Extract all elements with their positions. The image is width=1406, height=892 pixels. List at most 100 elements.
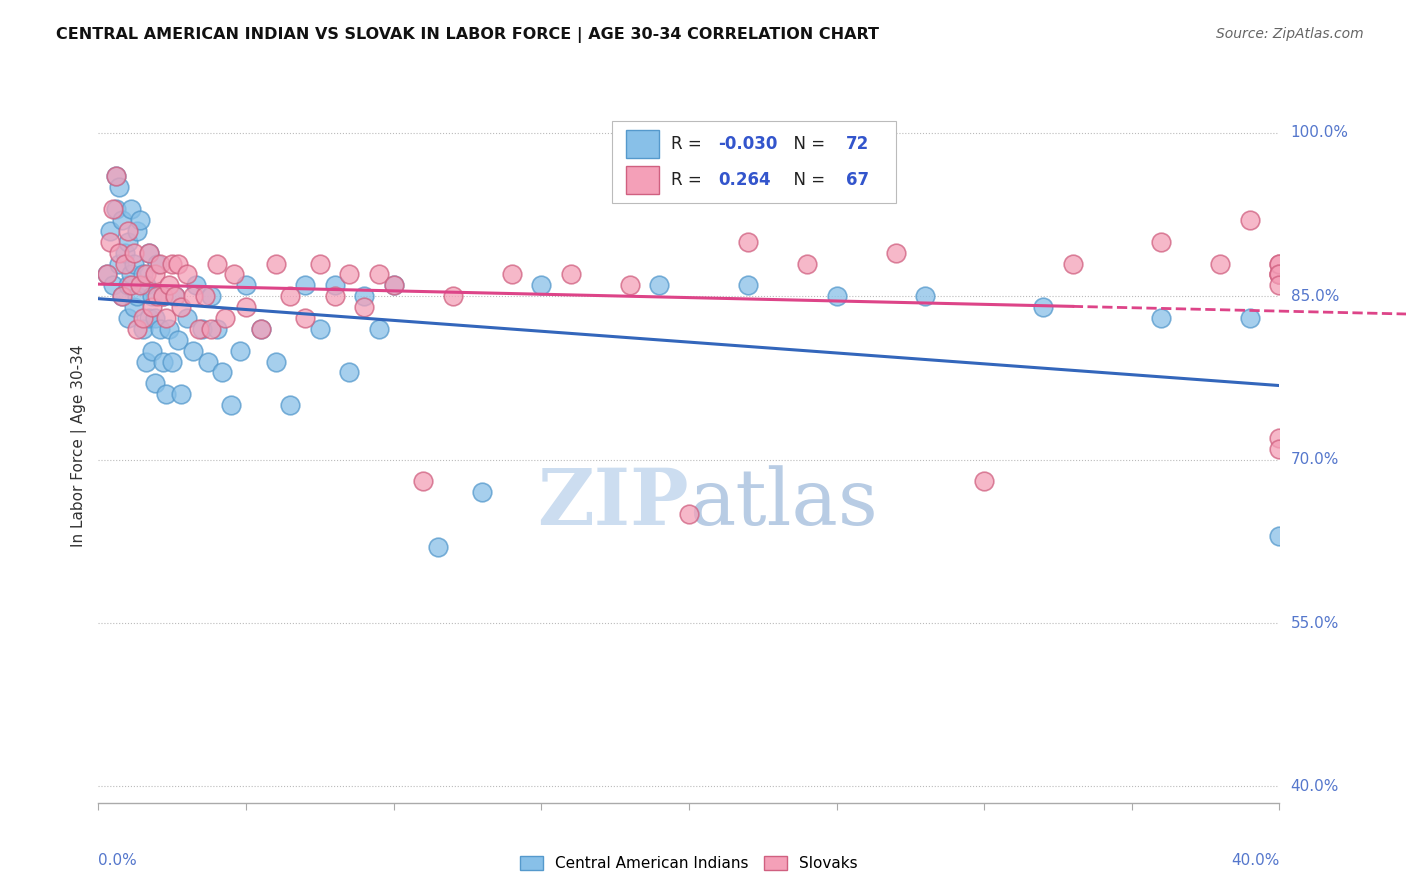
Point	[152, 354, 174, 368]
Point	[149, 256, 172, 270]
Text: N =: N =	[783, 136, 831, 153]
Point	[471, 485, 494, 500]
Point	[98, 235, 121, 249]
Point	[648, 278, 671, 293]
Point	[1209, 256, 1232, 270]
Point	[191, 322, 214, 336]
Point	[108, 180, 131, 194]
Point	[1268, 268, 1291, 282]
Point	[1032, 300, 1054, 314]
Point	[138, 245, 160, 260]
Point	[132, 322, 155, 336]
Point	[353, 289, 375, 303]
Point	[211, 366, 233, 380]
Point	[146, 289, 169, 303]
Point	[170, 387, 193, 401]
Point	[120, 202, 142, 216]
Point	[103, 202, 125, 216]
Point	[105, 169, 128, 184]
Point	[368, 268, 391, 282]
Point	[111, 213, 134, 227]
Point	[619, 278, 641, 293]
Point	[155, 387, 177, 401]
Point	[105, 169, 128, 184]
Point	[250, 322, 273, 336]
Point	[1268, 268, 1291, 282]
Point	[125, 224, 148, 238]
Point	[98, 224, 121, 238]
Point	[157, 322, 180, 336]
Point	[264, 354, 287, 368]
Text: 100.0%: 100.0%	[1291, 125, 1348, 140]
Point	[194, 289, 217, 303]
Point	[427, 540, 450, 554]
Point	[117, 278, 139, 293]
Point	[368, 322, 391, 336]
Text: 0.0%: 0.0%	[98, 853, 138, 868]
Point	[96, 268, 118, 282]
Point	[1268, 278, 1291, 293]
Point	[737, 235, 759, 249]
Point	[167, 333, 190, 347]
Point	[135, 278, 157, 293]
Point	[1268, 256, 1291, 270]
Point	[337, 366, 360, 380]
Point	[117, 224, 139, 238]
Point	[294, 278, 316, 293]
Text: 40.0%: 40.0%	[1232, 853, 1279, 868]
Text: -0.030: -0.030	[718, 136, 778, 153]
Point	[412, 475, 434, 489]
Text: 40.0%: 40.0%	[1291, 779, 1339, 794]
Point	[128, 278, 150, 293]
Point	[214, 310, 236, 325]
Point	[143, 310, 166, 325]
Point	[103, 278, 125, 293]
Point	[165, 289, 187, 303]
Point	[146, 256, 169, 270]
Point	[111, 289, 134, 303]
Point	[155, 310, 177, 325]
Point	[138, 310, 160, 325]
Point	[165, 289, 187, 303]
Text: 67: 67	[846, 171, 869, 189]
Point	[678, 507, 700, 521]
Point	[114, 256, 136, 270]
Point	[323, 289, 346, 303]
Point	[235, 300, 257, 314]
Point	[235, 278, 257, 293]
Point	[1268, 268, 1291, 282]
Point	[309, 256, 332, 270]
Point	[796, 256, 818, 270]
Point	[187, 322, 209, 336]
Point	[1268, 256, 1291, 270]
Point	[200, 289, 222, 303]
Point	[138, 245, 160, 260]
Point	[122, 256, 145, 270]
Point	[441, 289, 464, 303]
Point	[205, 322, 228, 336]
Text: 72: 72	[846, 136, 869, 153]
Point	[135, 354, 157, 368]
Point	[914, 289, 936, 303]
Point	[117, 235, 139, 249]
Point	[143, 268, 166, 282]
Point	[170, 300, 193, 314]
Point	[141, 289, 163, 303]
Point	[132, 268, 155, 282]
Point	[294, 310, 316, 325]
Point	[530, 278, 553, 293]
Point	[152, 289, 174, 303]
Point	[105, 202, 128, 216]
Point	[1062, 256, 1084, 270]
Point	[884, 245, 907, 260]
Point	[250, 322, 273, 336]
Point	[1150, 235, 1173, 249]
Point	[560, 268, 582, 282]
Point	[181, 289, 204, 303]
Point	[125, 322, 148, 336]
Point	[224, 268, 246, 282]
Point	[1150, 310, 1173, 325]
Point	[120, 278, 142, 293]
Point	[141, 300, 163, 314]
Text: R =: R =	[671, 136, 707, 153]
